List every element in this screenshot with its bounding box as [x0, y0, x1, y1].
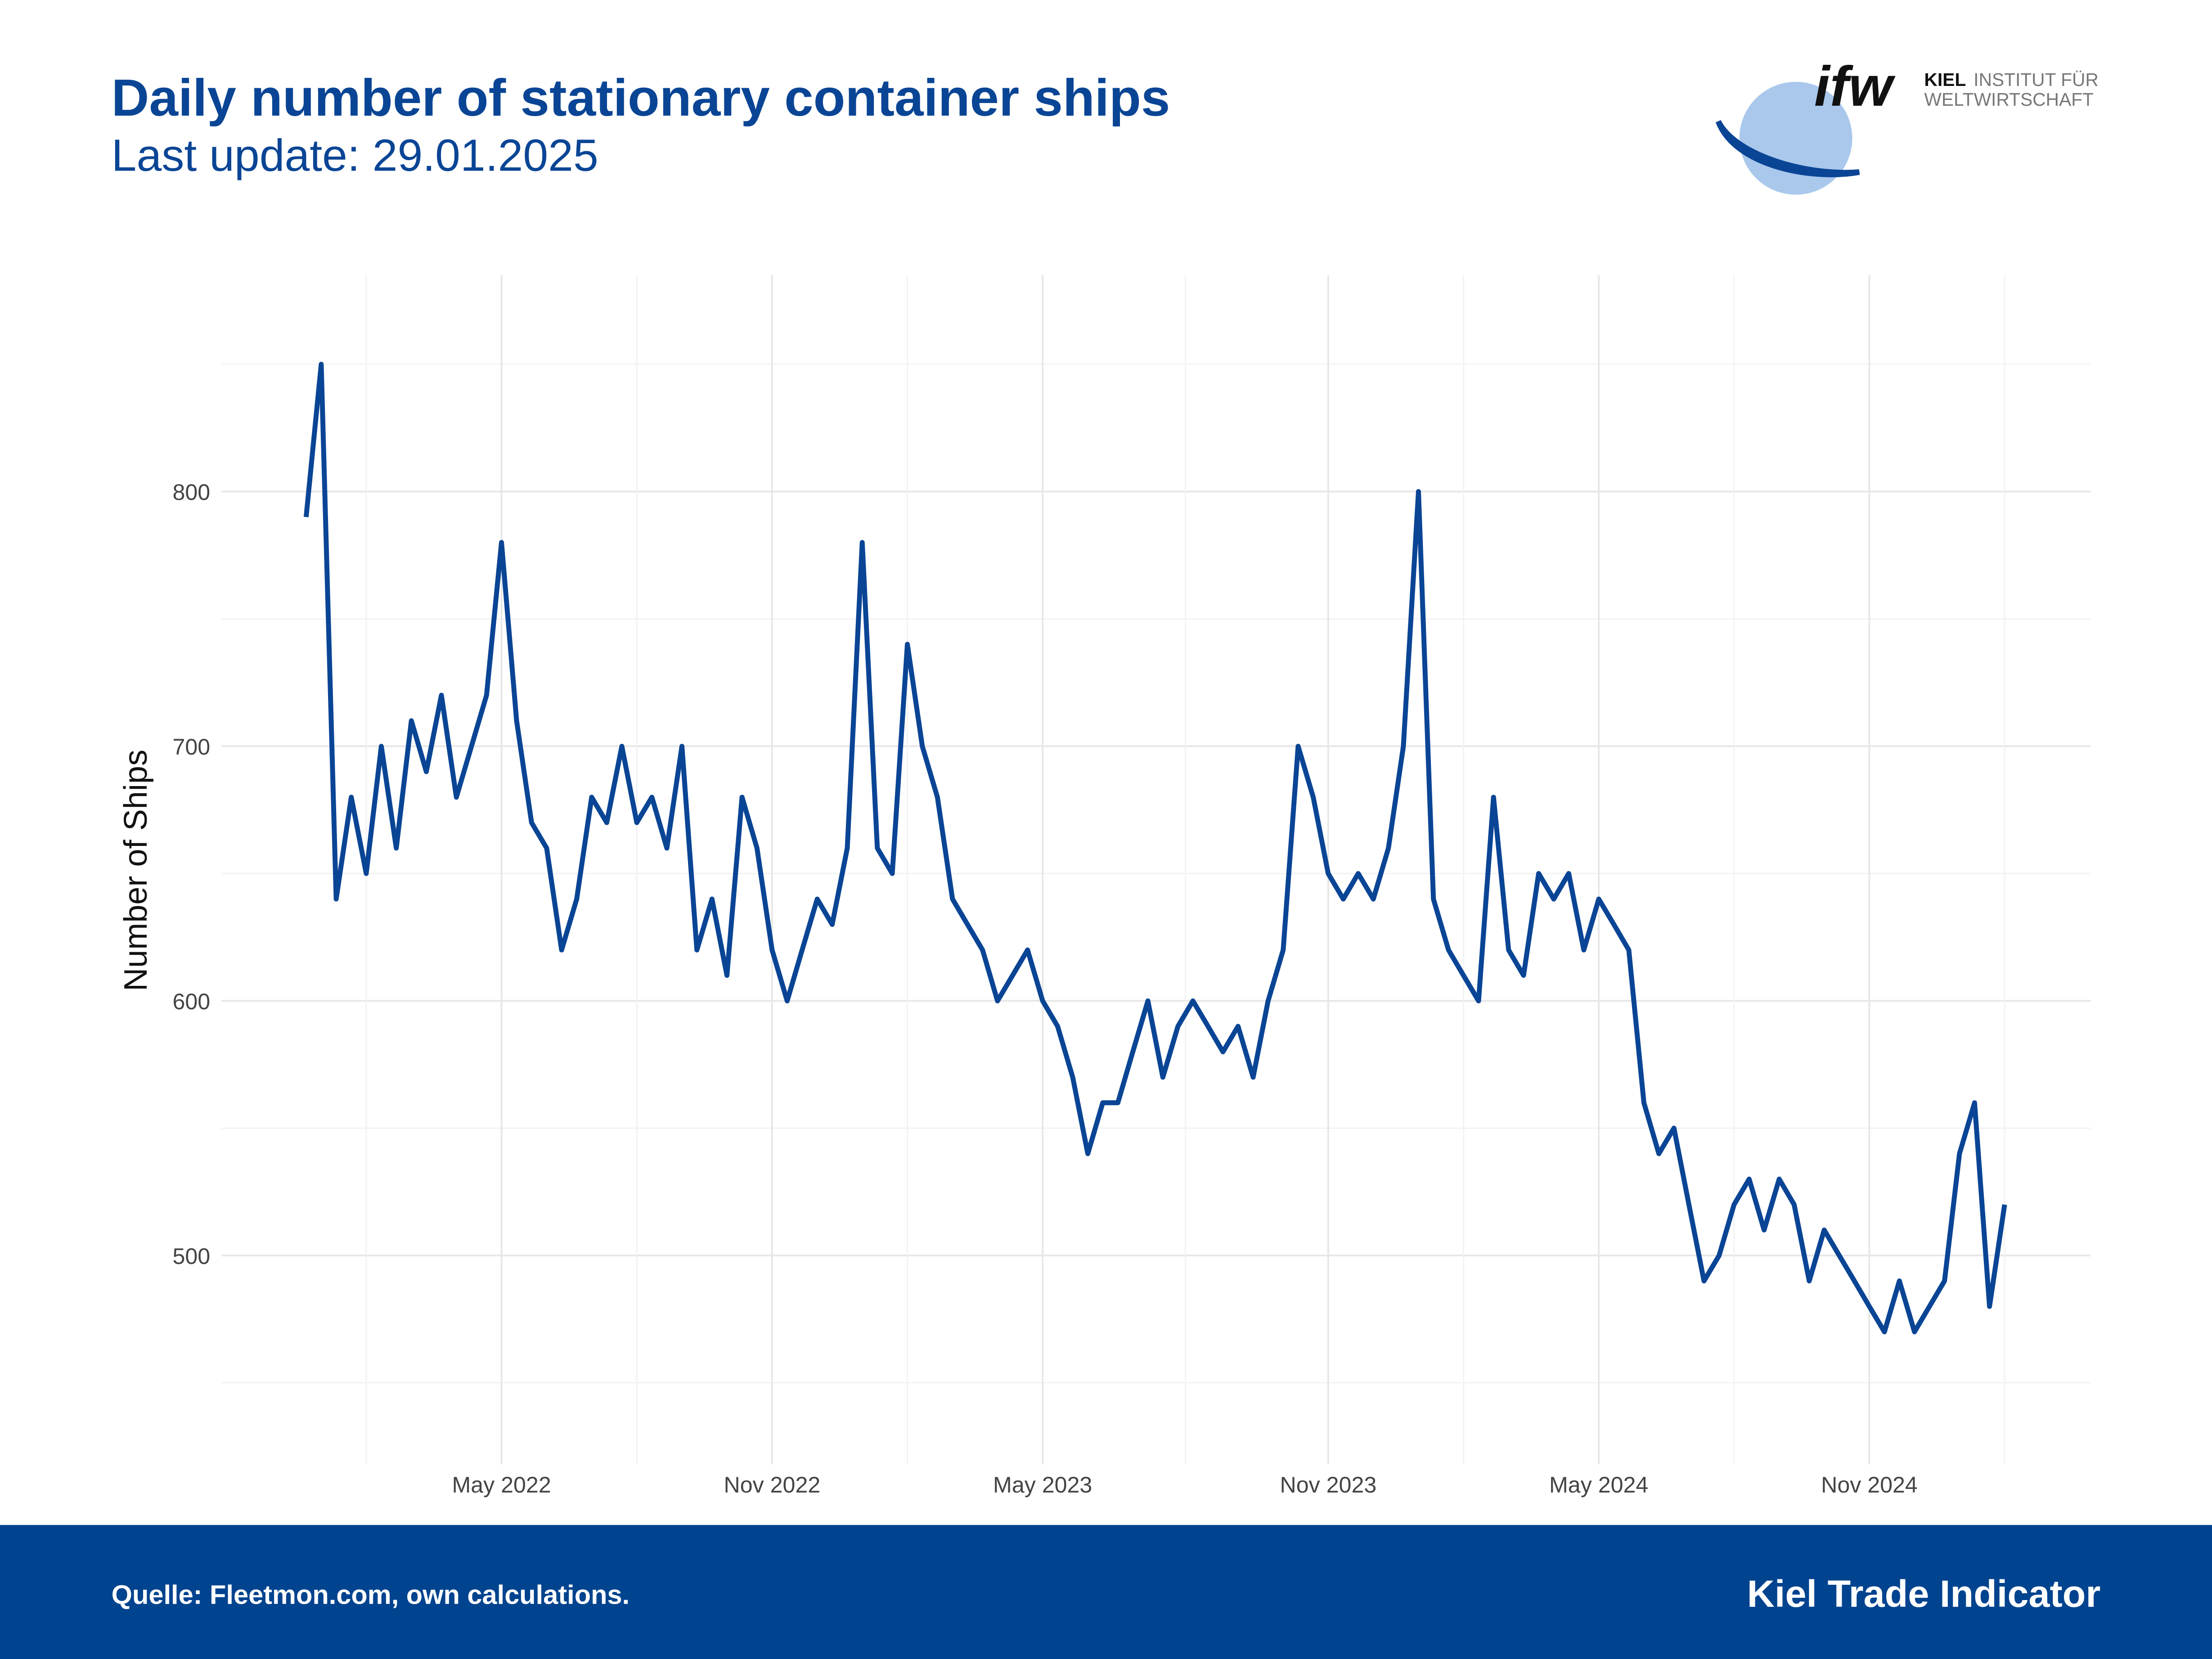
- footer-band: [0, 1525, 2212, 1659]
- logo-swoosh: [1715, 120, 1860, 177]
- data-line: [303, 362, 2007, 1335]
- chart-subtitle: Last update: 29.01.2025: [112, 130, 598, 180]
- x-tick-label: Nov 2024: [1821, 1472, 1918, 1497]
- x-tick-label: Nov 2022: [724, 1472, 821, 1497]
- logo-mark: ifw: [1814, 54, 1896, 118]
- logo-text: WELTWIRTSCHAFT: [1924, 89, 2094, 110]
- y-tick-label: 500: [172, 1244, 210, 1269]
- x-tick-label: May 2023: [993, 1472, 1092, 1497]
- y-tick-label: 800: [172, 480, 210, 505]
- logo: ifw KIEL INSTITUT FÜR WELTWIRTSCHAFT: [1715, 54, 2099, 195]
- y-tick-label: 700: [172, 734, 210, 760]
- source-note: Quelle: Fleetmon.com, own calculations.: [112, 1580, 629, 1610]
- footer-title: Kiel Trade Indicator: [1747, 1572, 2100, 1615]
- x-tick-label: Nov 2023: [1280, 1472, 1377, 1497]
- chart-title: Daily number of stationary container shi…: [112, 68, 1170, 127]
- x-tick-label: May 2024: [1549, 1472, 1648, 1497]
- logo-text: KIEL: [1924, 69, 1966, 90]
- logo-text: INSTITUT FÜR: [1974, 69, 2099, 90]
- plot-area: 500 600 700 800 May 2022 Nov 2022 May 2023 Nov …: [172, 275, 2091, 1497]
- x-tick-label: May 2022: [452, 1472, 551, 1497]
- y-tick-label: 600: [172, 989, 210, 1014]
- y-axis-title: Number of Ships: [118, 750, 154, 991]
